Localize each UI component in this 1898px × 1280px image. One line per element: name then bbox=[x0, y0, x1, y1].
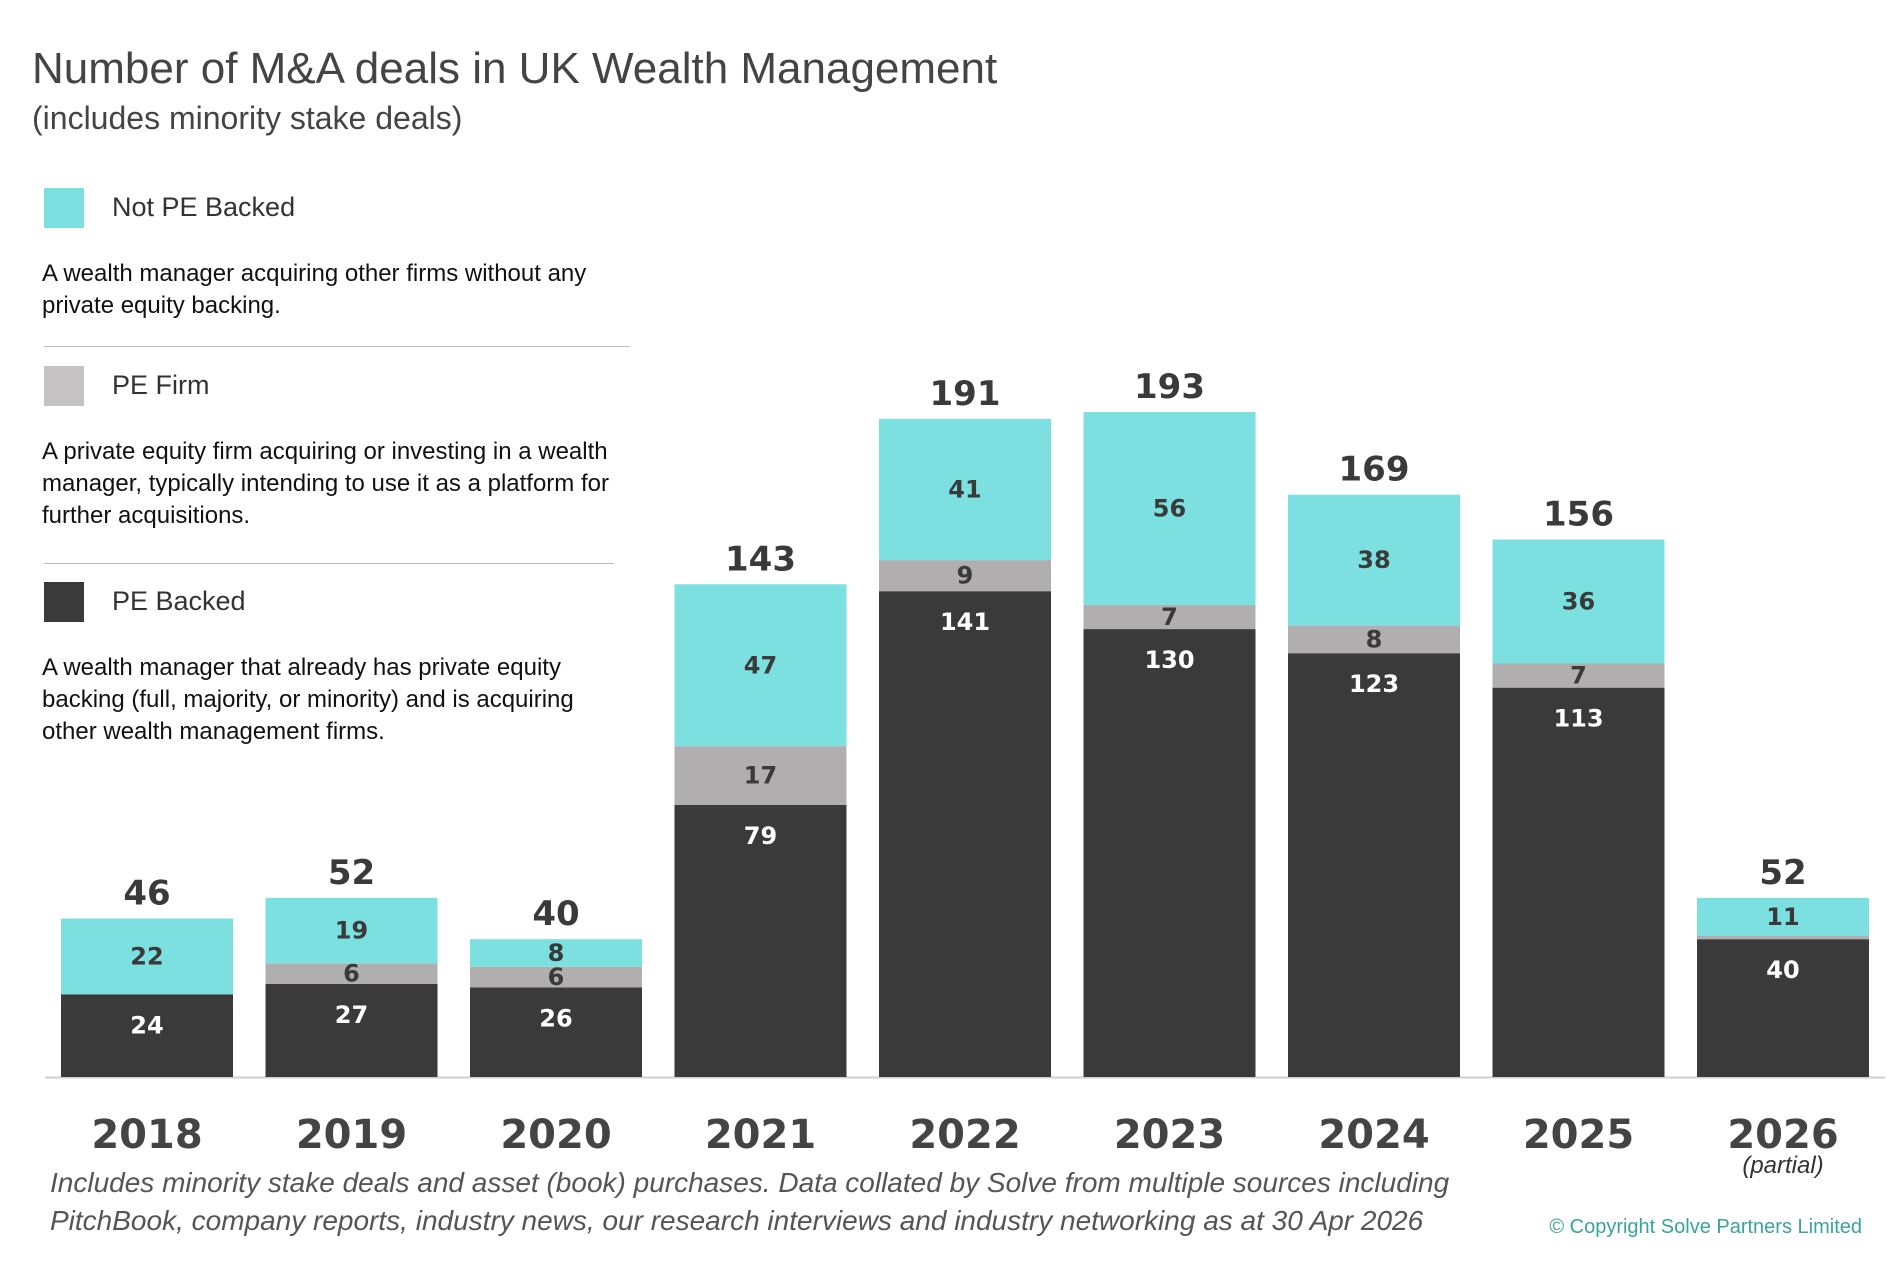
x-tick-label: 2018 bbox=[91, 1112, 202, 1158]
data-label-pe-backed: 130 bbox=[1144, 646, 1194, 674]
legend-divider bbox=[44, 563, 614, 564]
legend-description-pe-backed: A wealth manager that already has privat… bbox=[42, 654, 574, 745]
total-label: 52 bbox=[1759, 853, 1806, 893]
legend-description-not-pe-backed: A wealth manager acquiring other firms w… bbox=[42, 260, 587, 319]
legend-label-pe-backed: PE Backed bbox=[112, 586, 246, 616]
data-label-not-pe-backed: 47 bbox=[744, 651, 777, 679]
bar-segment-not-pe-backed bbox=[61, 918, 233, 995]
legend-description-pe-firm: A private equity firm acquiring or inves… bbox=[42, 438, 609, 529]
chart-title: Number of M&A deals in UK Wealth Managem… bbox=[32, 44, 998, 93]
x-tick-label: 2024 bbox=[1318, 1112, 1429, 1158]
data-label-pe-backed: 40 bbox=[1766, 956, 1799, 984]
partial-year-note: (partial) bbox=[1742, 1152, 1824, 1179]
total-label: 46 bbox=[123, 874, 170, 914]
bar-segment-not-pe-backed bbox=[1083, 412, 1256, 605]
x-tick-label: 2020 bbox=[500, 1112, 611, 1158]
bar-segment-pe-backed bbox=[1492, 687, 1665, 1077]
data-label-pe-firm: 8 bbox=[1366, 625, 1383, 653]
data-label-pe-firm: 9 bbox=[957, 562, 974, 590]
bar-segment-pe-backed bbox=[674, 804, 847, 1077]
bar-segment-not-pe-backed bbox=[265, 897, 438, 964]
bar-segment-pe-firm bbox=[1288, 625, 1460, 654]
data-label-not-pe-backed: 8 bbox=[548, 939, 565, 967]
bar-segment-pe-firm bbox=[1697, 935, 1869, 940]
total-label: 143 bbox=[725, 539, 796, 579]
bar-segment-pe-backed bbox=[1697, 939, 1869, 1077]
x-tick-label: 2019 bbox=[296, 1112, 407, 1158]
data-label-pe-backed: 26 bbox=[539, 1004, 572, 1032]
bar-segment-not-pe-backed bbox=[470, 939, 642, 967]
data-label-pe-backed: 27 bbox=[335, 1001, 368, 1029]
data-label-not-pe-backed: 56 bbox=[1153, 494, 1186, 522]
legend-swatch-pe-backed bbox=[44, 582, 84, 622]
bar-segment-pe-backed bbox=[879, 591, 1051, 1077]
bar-segment-not-pe-backed bbox=[1697, 897, 1869, 936]
bar-segment-not-pe-backed bbox=[1492, 539, 1665, 664]
total-label: 40 bbox=[532, 894, 579, 934]
bar-segment-pe-backed bbox=[1288, 653, 1460, 1077]
bar-segment-pe-backed bbox=[470, 987, 642, 1077]
bar-segment-pe-firm bbox=[674, 746, 847, 805]
total-label: 191 bbox=[930, 374, 1001, 414]
total-label: 193 bbox=[1134, 367, 1205, 407]
copyright-text: © Copyright Solve Partners Limited bbox=[1549, 1216, 1862, 1238]
data-label-not-pe-backed: 38 bbox=[1357, 546, 1390, 574]
data-label-pe-backed: 141 bbox=[940, 608, 990, 636]
data-label-not-pe-backed: 11 bbox=[1766, 903, 1799, 931]
bar-segment-pe-backed bbox=[265, 983, 438, 1077]
bar-segment-not-pe-backed bbox=[674, 584, 847, 747]
data-label-pe-backed: 79 bbox=[744, 822, 777, 850]
total-label: 156 bbox=[1543, 494, 1614, 534]
x-tick-label: 2022 bbox=[909, 1112, 1020, 1158]
legend-divider bbox=[44, 346, 630, 347]
data-label-pe-firm: 6 bbox=[548, 963, 565, 991]
total-label: 169 bbox=[1339, 450, 1410, 490]
bar-segment-pe-firm bbox=[1083, 604, 1256, 630]
data-label-not-pe-backed: 41 bbox=[948, 476, 981, 504]
chart-subtitle: (includes minority stake deals) bbox=[32, 100, 463, 136]
data-label-pe-backed: 123 bbox=[1349, 670, 1399, 698]
data-label-not-pe-backed: 22 bbox=[130, 942, 163, 970]
legend-label-pe-firm: PE Firm bbox=[112, 370, 210, 400]
legend-label-not-pe-backed: Not PE Backed bbox=[112, 192, 296, 222]
bar-segment-pe-backed bbox=[1083, 629, 1256, 1077]
x-tick-label: 2023 bbox=[1114, 1112, 1225, 1158]
data-label-pe-firm: 17 bbox=[744, 762, 777, 790]
bar-segment-pe-firm bbox=[265, 963, 438, 984]
x-tick-label: 2021 bbox=[705, 1112, 816, 1158]
bar-segment-not-pe-backed bbox=[879, 418, 1051, 561]
data-label-pe-firm: 6 bbox=[343, 960, 360, 988]
legend-swatch-not-pe-backed bbox=[44, 188, 84, 228]
total-label: 52 bbox=[328, 853, 375, 893]
legend-swatch-pe-firm bbox=[44, 366, 84, 406]
x-tick-label: 2025 bbox=[1523, 1112, 1634, 1158]
bar-segment-pe-firm bbox=[879, 560, 1051, 592]
data-label-pe-backed: 24 bbox=[130, 1011, 163, 1039]
footnote: Includes minority stake deals and asset … bbox=[50, 1167, 1450, 1236]
data-label-not-pe-backed: 19 bbox=[335, 917, 368, 945]
bar-segment-pe-backed bbox=[61, 994, 233, 1077]
bar-segment-pe-firm bbox=[470, 966, 642, 988]
data-label-pe-firm: 7 bbox=[1161, 603, 1178, 631]
bar-segment-not-pe-backed bbox=[1288, 494, 1460, 626]
data-label-pe-firm: 7 bbox=[1570, 662, 1587, 690]
data-label-not-pe-backed: 36 bbox=[1562, 588, 1595, 616]
data-label-pe-backed: 113 bbox=[1553, 705, 1603, 733]
x-tick-label: 2026 bbox=[1727, 1112, 1838, 1158]
bar-segment-pe-firm bbox=[1492, 663, 1665, 688]
